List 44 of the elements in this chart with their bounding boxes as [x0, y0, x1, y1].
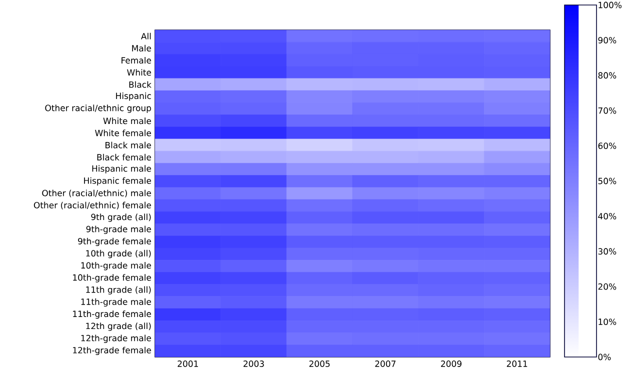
y-tick-label: 10th-grade male: [81, 262, 152, 270]
y-tick-label: Hispanic female: [84, 177, 152, 186]
y-tick-label: 12th-grade male: [81, 334, 152, 343]
y-tick-label: Other (racial/ethnic) male: [42, 190, 152, 198]
x-tick-label: 2001: [178, 360, 198, 367]
color-bar-label: 100%: [598, 2, 622, 8]
y-tick-label: White female: [95, 130, 152, 136]
y-tick-label: All: [141, 32, 151, 40]
y-tick-label: Male: [132, 44, 152, 52]
color-bar-label: 50%: [598, 178, 616, 184]
y-tick-label: Hispanic: [116, 92, 151, 101]
color-bar-label: 0%: [598, 354, 611, 360]
y-tick-label: 11th-grade female: [73, 310, 152, 319]
y-tick-label: Other racial/ethnic group: [45, 104, 152, 113]
y-tick-label: Hispanic male: [92, 165, 152, 174]
color-bar-label: 90%: [598, 36, 616, 44]
y-tick-label: Black male: [106, 142, 152, 148]
x-tick-label: 2009: [441, 360, 462, 367]
color-bar-label: 70%: [598, 107, 616, 114]
y-tick-label: 9th-grade female: [78, 238, 152, 246]
y-tick-label: Black: [129, 81, 152, 88]
y-tick-label: 10th-grade female: [73, 274, 152, 282]
y-tick-label: 12th-grade female: [73, 346, 152, 356]
y-tick-label: 11th-grade male: [81, 298, 152, 307]
y-tick-label: White male: [103, 118, 152, 124]
color-bar-label: 40%: [598, 212, 616, 220]
y-tick-label: 10th grade (all): [86, 250, 151, 258]
y-tick-label: Female: [122, 56, 152, 64]
y-tick-label: 9th grade (all): [91, 214, 151, 222]
y-tick-label: White: [127, 69, 152, 76]
color-bar-label: 80%: [598, 72, 616, 79]
y-tick-label: 11th grade (all): [86, 286, 151, 294]
y-tick-label: 12th grade (all): [86, 322, 151, 331]
x-tick-label: 2005: [309, 360, 330, 367]
y-tick-label: Other (racial/ethnic) female: [34, 202, 152, 210]
color-bar-label: 10%: [598, 318, 616, 326]
y-tick-label: Black female: [97, 154, 152, 160]
x-tick-label: 2003: [244, 360, 264, 367]
x-tick-label: 2007: [375, 360, 396, 367]
color-bar-label: 20%: [598, 283, 616, 290]
color-bar-label: 30%: [598, 248, 616, 255]
y-tick-label: 9th-grade male: [86, 226, 152, 234]
x-tick-label: 2011: [506, 360, 528, 367]
color-bar-label: 60%: [598, 142, 616, 150]
